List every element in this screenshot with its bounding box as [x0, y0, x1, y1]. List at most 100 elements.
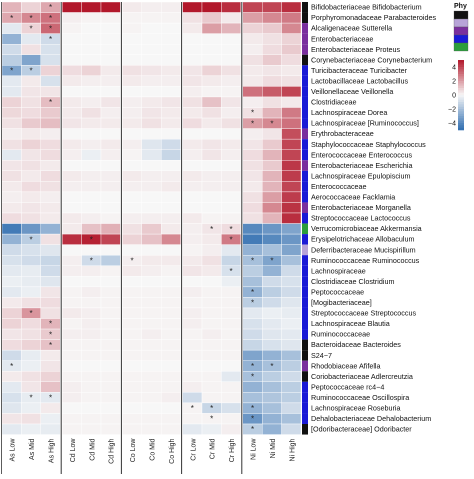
- heatmap-cell: [182, 128, 203, 140]
- row-label: Erysipelotrichaceae Allobaculum: [311, 235, 414, 244]
- heatmap-cell: [182, 318, 203, 330]
- heatmap-cell: [40, 297, 61, 309]
- heatmap-cell: [62, 22, 82, 34]
- phylum-color-cell: [302, 265, 308, 277]
- heatmap-cell: [21, 86, 41, 98]
- heatmap-cell: [1, 191, 22, 203]
- legend-gradient-step: [458, 118, 464, 121]
- heatmap-cell: [221, 160, 241, 172]
- significance-marker: *: [30, 235, 33, 244]
- heatmap-cell: [122, 149, 143, 161]
- phylum-color-cell: [302, 350, 308, 361]
- heatmap-cell: [281, 12, 302, 24]
- column-label: Cr Mid: [210, 438, 217, 459]
- significance-marker: *: [10, 362, 13, 371]
- heatmap-cell: [100, 107, 121, 119]
- heatmap-cell: [281, 307, 302, 319]
- heatmap-cell: [81, 244, 102, 256]
- row-label: Deferribacteraceae Mucispirillum: [311, 245, 416, 254]
- phylum-color-cell: [302, 339, 308, 351]
- heatmap-cell: [262, 307, 282, 319]
- heatmap-cell: [221, 254, 241, 266]
- heatmap-cell: [262, 265, 282, 277]
- heatmap-cell: [21, 202, 41, 214]
- significance-marker: *: [210, 225, 213, 234]
- heatmap-cell: [201, 276, 222, 288]
- heatmap-cell: [62, 233, 82, 245]
- heatmap-cell: [281, 202, 302, 214]
- heatmap-cell: [122, 392, 143, 404]
- heatmap-cell: [122, 297, 143, 309]
- row-label: Dehalobacteriaceae Dehalobacterium: [311, 414, 431, 423]
- heatmap-cell: [40, 75, 61, 87]
- heatmap-cell: [182, 223, 203, 235]
- heatmap-cell: [242, 44, 263, 55]
- legend-gradient-step: [458, 74, 464, 77]
- heatmap-cell: [160, 349, 181, 361]
- heatmap-cell: [281, 160, 302, 172]
- heatmap-cell: [221, 54, 241, 66]
- heatmap-cell: [201, 128, 222, 140]
- heatmap-cell: [141, 328, 162, 340]
- heatmap-cell: [81, 307, 102, 319]
- heatmap-cell: [201, 160, 222, 172]
- legend-gradient-step: [458, 113, 464, 117]
- heatmap-cell: [242, 75, 263, 87]
- heatmap-cell: [100, 318, 121, 330]
- heatmap-cell: [281, 371, 302, 383]
- phylum-color-cell: [302, 360, 308, 372]
- heatmap-cell: [262, 371, 282, 383]
- row-label: Lachnospiraceae Dorea: [311, 108, 387, 117]
- row-label: Enterobacteriaceae: [311, 34, 373, 43]
- row-label: [Odoribacteraceae] Odoribacter: [311, 425, 412, 434]
- heatmap-cell: [81, 381, 102, 393]
- heatmap-cell: [62, 138, 82, 150]
- heatmap-cell: [81, 96, 102, 108]
- heatmap-cell: [281, 212, 302, 224]
- heatmap-cell: [21, 371, 41, 383]
- heatmap-cell: [160, 423, 181, 435]
- heatmap-cell: [160, 44, 181, 55]
- legend-gradient-step: [458, 116, 464, 119]
- legend-gradient-step: [458, 125, 464, 128]
- heatmap-cell: [62, 297, 82, 309]
- heatmap-cell: [40, 233, 61, 245]
- heatmap-cell: [160, 1, 181, 13]
- heatmap-cell: [281, 128, 302, 140]
- heatmap-cell: [141, 128, 162, 140]
- heatmap-cell: [40, 117, 61, 129]
- phylum-color-cell: [302, 118, 308, 129]
- significance-marker: *: [270, 362, 273, 371]
- heatmap-cell: [81, 149, 102, 161]
- heatmap-cell: [62, 160, 82, 172]
- heatmap-cell: [100, 44, 121, 55]
- heatmap-cell: [122, 349, 143, 361]
- heatmap-cell: [21, 413, 41, 425]
- heatmap-cell: [182, 339, 203, 351]
- heatmap-cell: [141, 360, 162, 372]
- heatmap-cell: [201, 286, 222, 298]
- column-label: Cr High: [229, 438, 236, 462]
- column-label: As Low: [10, 438, 17, 462]
- column-label: Cd Low: [70, 438, 77, 463]
- heatmap-cell: [160, 212, 181, 224]
- legend-gradient-step: [458, 81, 464, 84]
- heatmap-cell: [81, 117, 102, 129]
- heatmap-cell: [201, 54, 222, 66]
- heatmap-cell: [281, 244, 302, 256]
- heatmap-cell: [81, 12, 102, 24]
- heatmap-cell: [21, 44, 41, 55]
- heatmap-cell: [242, 202, 263, 214]
- row-label: Lactobacillaceae Lactobacillus: [311, 76, 409, 85]
- row-label: Turicibacteraceae Turicibacter: [311, 66, 408, 75]
- row-label: Clostridiaceae: [311, 98, 357, 107]
- heatmap-cell: [182, 392, 203, 404]
- phylum-color-cell: [302, 234, 308, 245]
- heatmap-cell: [100, 402, 121, 414]
- heatmap-cell: [221, 96, 241, 108]
- heatmap-cell: [62, 254, 82, 266]
- heatmap-cell: [1, 381, 22, 393]
- heatmap-cell: [281, 265, 302, 277]
- heatmap-cell: [100, 33, 121, 45]
- heatmap-cell: [281, 170, 302, 182]
